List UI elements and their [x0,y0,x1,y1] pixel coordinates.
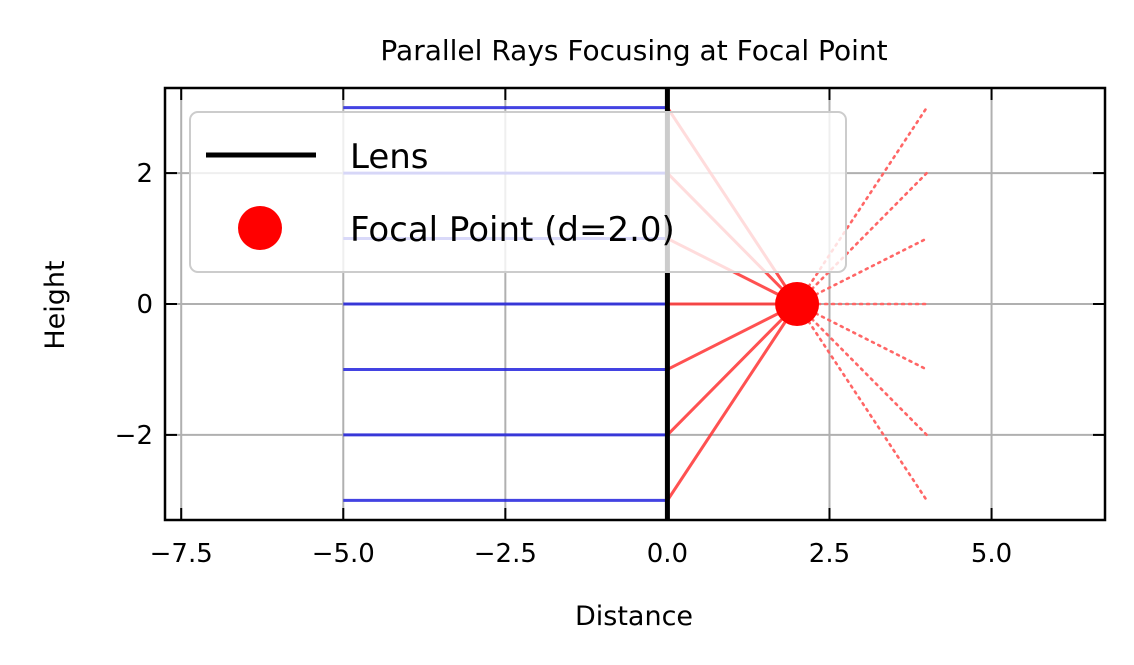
diverging-ray [795,106,929,306]
legend-focal-label: Focal Point (d=2.0) [350,210,675,250]
y-tick-label: 2 [136,159,153,189]
x-tick-label: −7.5 [150,539,213,569]
x-tick-label: −5.0 [312,539,375,569]
x-tick-label: 5.0 [971,539,1012,569]
y-tick-label: 0 [136,290,153,320]
focal-point-marker [775,282,820,326]
legend-focal-swatch [238,206,282,250]
diverging-ray [795,302,929,502]
x-axis-label: Distance [575,601,693,632]
plot-area: −7.5 −5.0 −2.5 0.0 2.5 5.0 −2 0 2 Lens Focal Point… [115,86,1107,569]
x-tick-label: 0.0 [647,539,688,569]
x-tick-label: −2.5 [474,539,537,569]
diverging-ray [795,237,929,306]
x-tick-label: 2.5 [809,539,850,569]
y-tick-label: −2 [115,421,153,451]
refracted-ray [666,303,799,502]
diverging-ray [795,302,929,371]
diverging-ray [795,171,929,306]
diverging-ray [795,302,929,437]
chart-title: Parallel Rays Focusing at Focal Point [380,34,887,67]
legend-lens-label: Lens [350,137,429,177]
legend-box [189,111,847,273]
y-axis-label: Height [40,260,71,349]
refracted-ray [666,302,799,436]
legend: Lens Focal Point (d=2.0) [189,111,847,273]
refracted-ray [666,302,798,371]
